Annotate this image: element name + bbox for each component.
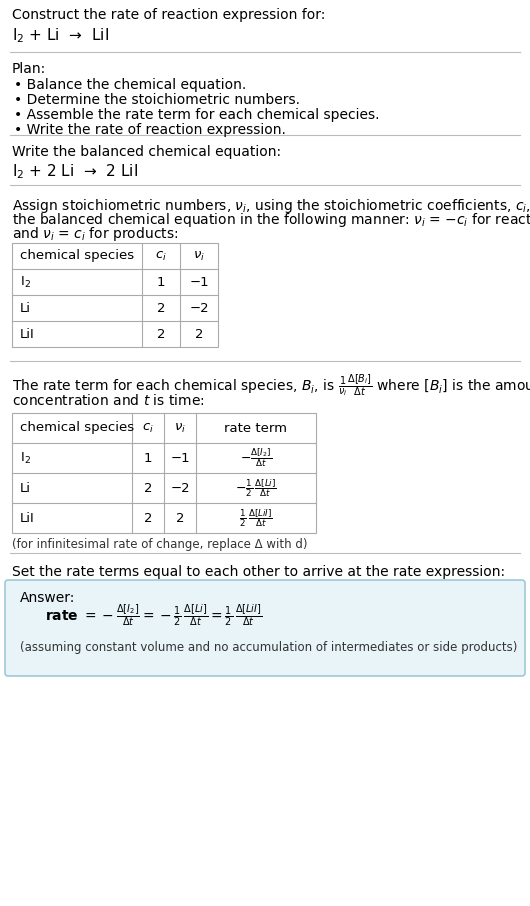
Text: $\frac{1}{2}\,\frac{\Delta[LiI]}{\Delta t}$: $\frac{1}{2}\,\frac{\Delta[LiI]}{\Delta … [239, 507, 273, 529]
Text: $\mathregular{I_2}$ + Li  →  LiI: $\mathregular{I_2}$ + Li → LiI [12, 26, 109, 44]
Text: $c_i$: $c_i$ [142, 421, 154, 435]
Text: rate $= -\frac{\Delta[I_2]}{\Delta t} = -\frac{1}{2}\,\frac{\Delta[Li]}{\Delta t: rate $= -\frac{\Delta[I_2]}{\Delta t} = … [45, 602, 262, 628]
Text: −1: −1 [170, 451, 190, 465]
Text: Li: Li [20, 302, 31, 314]
Text: LiI: LiI [20, 512, 35, 525]
Text: $c_i$: $c_i$ [155, 249, 167, 263]
Text: 2: 2 [144, 481, 152, 495]
Text: 2: 2 [176, 512, 184, 525]
Text: Answer:: Answer: [20, 591, 75, 605]
Text: $-\frac{1}{2}\,\frac{\Delta[Li]}{\Delta t}$: $-\frac{1}{2}\,\frac{\Delta[Li]}{\Delta … [235, 477, 277, 499]
Text: −2: −2 [189, 302, 209, 314]
Text: 2: 2 [157, 302, 165, 314]
Text: • Assemble the rate term for each chemical species.: • Assemble the rate term for each chemic… [14, 108, 379, 122]
Text: $ν_i$: $ν_i$ [174, 421, 186, 435]
Text: −2: −2 [170, 481, 190, 495]
Bar [12, 413, 316, 533]
Text: • Write the rate of reaction expression.: • Write the rate of reaction expression. [14, 123, 286, 137]
Text: 2: 2 [157, 327, 165, 341]
Text: $\mathregular{I_2}$ + 2 Li  →  2 LiI: $\mathregular{I_2}$ + 2 Li → 2 LiI [12, 162, 138, 180]
Text: • Determine the stoichiometric numbers.: • Determine the stoichiometric numbers. [14, 93, 300, 107]
Text: Set the rate terms equal to each other to arrive at the rate expression:: Set the rate terms equal to each other t… [12, 565, 505, 579]
Text: Assign stoichiometric numbers, $ν_i$, using the stoichiometric coefficients, $c_: Assign stoichiometric numbers, $ν_i$, us… [12, 197, 530, 215]
Text: 2: 2 [195, 327, 203, 341]
Text: $-\frac{\Delta[I_2]}{\Delta t}$: $-\frac{\Delta[I_2]}{\Delta t}$ [240, 447, 272, 469]
Text: chemical species: chemical species [20, 249, 134, 263]
Text: −1: −1 [189, 275, 209, 288]
Text: rate term: rate term [225, 421, 287, 435]
Bar [12, 243, 218, 347]
Text: Construct the rate of reaction expression for:: Construct the rate of reaction expressio… [12, 8, 325, 22]
Text: 2: 2 [144, 512, 152, 525]
Text: • Balance the chemical equation.: • Balance the chemical equation. [14, 78, 246, 92]
Text: Li: Li [20, 481, 31, 495]
Text: $\mathregular{I_2}$: $\mathregular{I_2}$ [20, 275, 31, 290]
Text: Write the balanced chemical equation:: Write the balanced chemical equation: [12, 145, 281, 159]
Text: chemical species: chemical species [20, 421, 134, 435]
Text: Plan:: Plan: [12, 62, 46, 76]
Text: 1: 1 [157, 275, 165, 288]
Text: $ν_i$: $ν_i$ [193, 249, 205, 263]
Text: (assuming constant volume and no accumulation of intermediates or side products): (assuming constant volume and no accumul… [20, 641, 517, 654]
Text: (for infinitesimal rate of change, replace Δ with d): (for infinitesimal rate of change, repla… [12, 538, 307, 551]
Text: LiI: LiI [20, 327, 35, 341]
Text: the balanced chemical equation in the following manner: $ν_i$ = −$c_i$ for react: the balanced chemical equation in the fo… [12, 211, 530, 229]
Text: The rate term for each chemical species, $B_i$, is $\frac{1}{ν_i}\frac{Δ[B_i]}{Δ: The rate term for each chemical species,… [12, 373, 530, 399]
Text: concentration and $t$ is time:: concentration and $t$ is time: [12, 393, 205, 408]
Text: 1: 1 [144, 451, 152, 465]
Text: and $ν_i$ = $c_i$ for products:: and $ν_i$ = $c_i$ for products: [12, 225, 178, 243]
Text: $\mathregular{I_2}$: $\mathregular{I_2}$ [20, 450, 31, 466]
FancyBboxPatch shape [5, 580, 525, 676]
